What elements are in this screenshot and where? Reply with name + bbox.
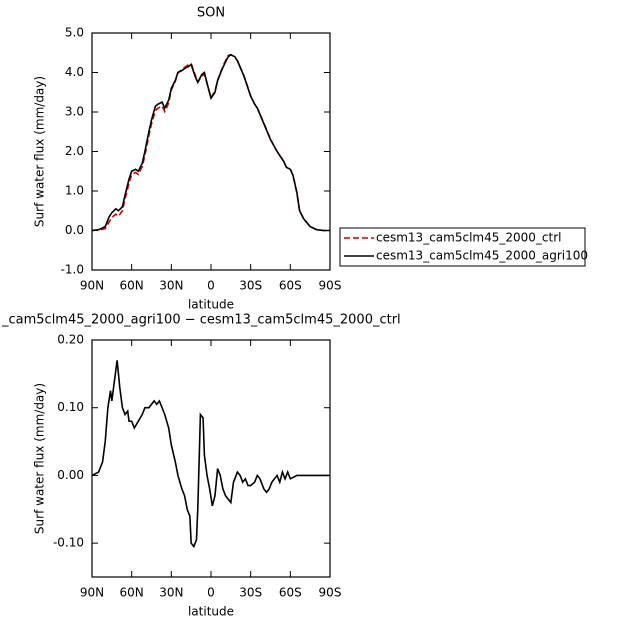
y-tick-label: 0.00 xyxy=(57,468,84,482)
x-tick-label: 30S xyxy=(239,586,262,600)
chart-title: _cam5clm45_2000_agri100 − cesm13_cam5clm… xyxy=(1,313,401,328)
y-tick-label: 3.0 xyxy=(65,105,84,119)
x-tick-label: 90N xyxy=(80,586,104,600)
x-tick-label: 30S xyxy=(239,279,262,293)
x-tick-label: 60S xyxy=(279,279,302,293)
x-tick-label: 90S xyxy=(319,586,342,600)
x-tick-label: 0 xyxy=(207,279,215,293)
y-tick-label: 1.0 xyxy=(65,184,84,198)
y-tick-label: -1.0 xyxy=(61,263,84,277)
data-line xyxy=(91,53,330,232)
x-tick-label: 0 xyxy=(207,586,215,600)
y-axis-label: Surf water flux (mm/day) xyxy=(33,383,47,534)
chart-title: SON xyxy=(197,6,225,21)
legend-label: cesm13_cam5clm45_2000_ctrl xyxy=(376,231,561,245)
legend-box xyxy=(339,227,586,267)
plot-frame xyxy=(91,32,331,271)
y-tick-label: 5.0 xyxy=(65,26,84,40)
data-line xyxy=(91,360,330,549)
x-tick-label: 30N xyxy=(159,586,183,600)
y-tick-label: 0.10 xyxy=(57,400,84,414)
y-tick-label: -0.10 xyxy=(53,536,84,550)
legend-label: cesm13_cam5clm45_2000_agri100 xyxy=(376,249,588,263)
x-tick-label: 60S xyxy=(279,586,302,600)
plot-frame xyxy=(91,339,331,578)
y-axis-label: Surf water flux (mm/day) xyxy=(33,76,47,227)
data-line xyxy=(91,53,330,232)
x-tick-label: 90N xyxy=(80,279,104,293)
y-tick-label: 4.0 xyxy=(65,65,84,79)
x-tick-label: 90S xyxy=(319,279,342,293)
x-tick-label: 30N xyxy=(159,279,183,293)
y-tick-label: 2.0 xyxy=(65,144,84,158)
x-tick-label: 60N xyxy=(120,279,144,293)
y-tick-label: 0.0 xyxy=(65,223,84,237)
x-axis-label: latitude xyxy=(188,298,234,312)
x-axis-label: latitude xyxy=(188,605,234,619)
x-tick-label: 60N xyxy=(120,586,144,600)
y-tick-label: 0.20 xyxy=(57,333,84,347)
